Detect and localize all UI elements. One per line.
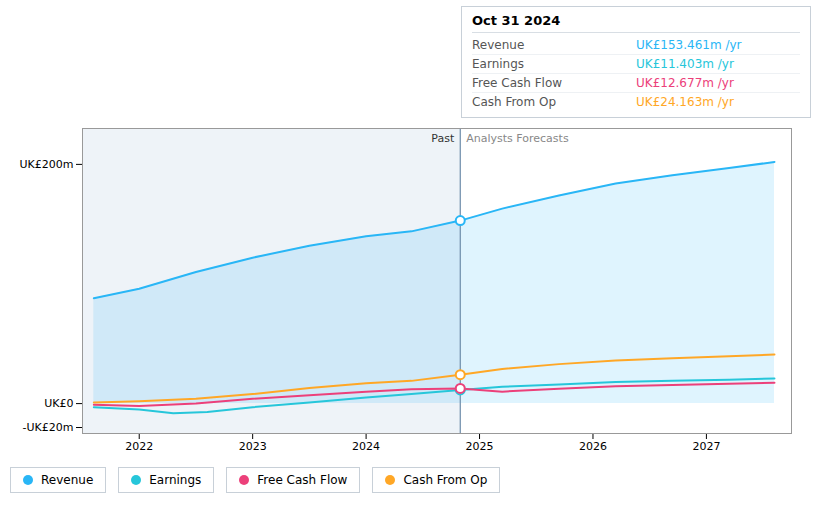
html-text:Free Cash Flow: Free Cash Flow [472,76,563,90]
svg-text:2022: 2022 [125,440,153,453]
svg-text:2026: 2026 [579,440,607,453]
svg-text:UK£200m: UK£200m [20,158,74,171]
svg-text:2024: 2024 [352,440,380,453]
svg-text:Past: Past [431,132,455,145]
svg-text:2023: 2023 [239,440,267,453]
html-text:Earnings: Earnings [149,473,202,487]
html-text:Cash From Op: Cash From Op [403,473,488,487]
html-text:Oct 31 2024: Oct 31 2024 [472,13,561,28]
html-text:Earnings: Earnings [472,57,525,71]
svg-text:2027: 2027 [692,440,720,453]
svg-text:-UK£20m: -UK£20m [23,421,74,434]
html-text:UK£11.403m /yr: UK£11.403m /yr [636,57,734,71]
html-text:Free Cash Flow: Free Cash Flow [257,473,348,487]
html-text:UK£153.461m /yr: UK£153.461m /yr [636,38,742,52]
svg-text:2025: 2025 [466,440,494,453]
html-text:UK£24.163m /yr: UK£24.163m /yr [636,95,734,109]
html-text:Cash From Op: Cash From Op [472,95,556,109]
svg-text:Analysts Forecasts: Analysts Forecasts [466,132,569,145]
html-text:Revenue: Revenue [41,473,94,487]
svg-text:UK£0: UK£0 [44,397,73,410]
html-text:Revenue: Revenue [472,38,525,52]
html-text:UK£12.677m /yr: UK£12.677m /yr [636,76,734,90]
